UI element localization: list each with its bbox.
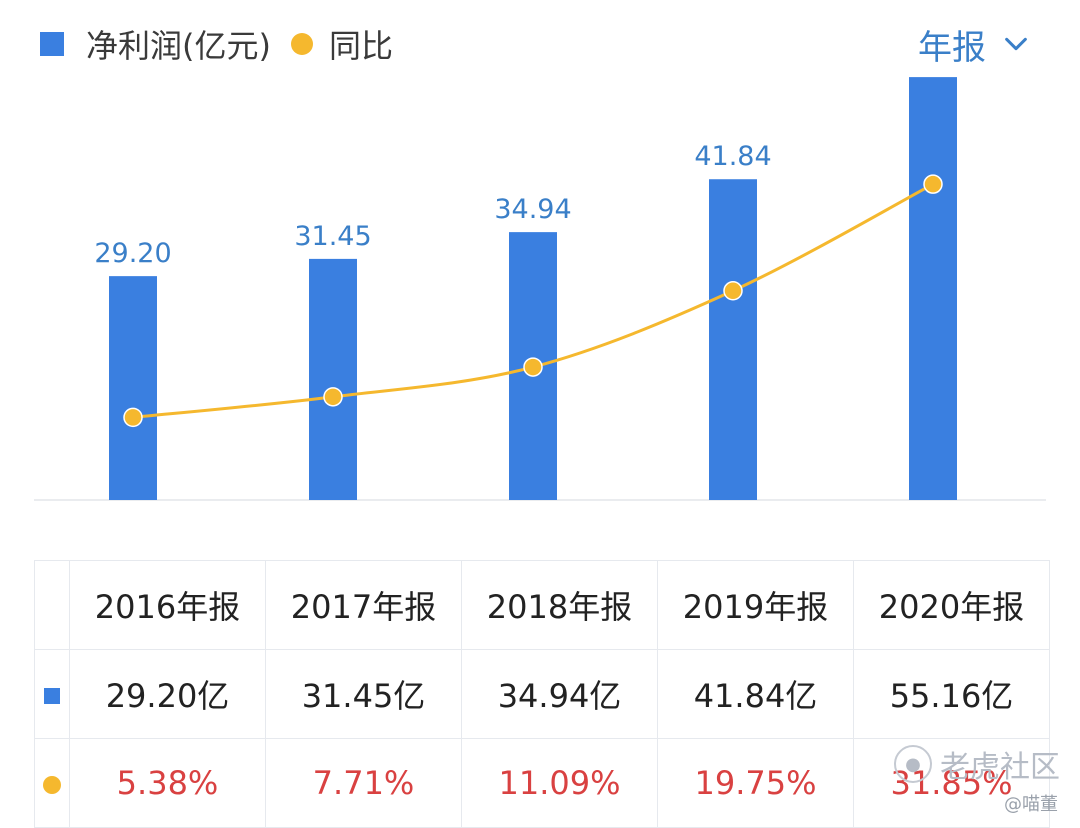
table-cell: 19.75%	[658, 739, 854, 828]
data-table: 2016年报 2017年报 2018年报 2019年报 2020年报 29.20…	[34, 560, 1050, 828]
line-marker-icon	[43, 776, 61, 794]
table-cell: 5.38%	[70, 739, 266, 828]
period-selector-label: 年报	[918, 20, 986, 69]
table-header-2018: 2018年报	[462, 561, 658, 650]
period-selector[interactable]: 年报	[918, 22, 1030, 66]
legend-line-label: 同比	[329, 21, 393, 67]
legend: 净利润(亿元) 同比	[40, 22, 393, 66]
table-cell: 11.09%	[462, 739, 658, 828]
yoy-point-2017年报	[324, 388, 342, 406]
table-header-2017: 2017年报	[266, 561, 462, 650]
watermark-brand: 老虎社区	[940, 742, 1060, 786]
bar-2020年报	[909, 77, 957, 500]
paw-logo-icon: ●	[894, 745, 932, 783]
table-cell: 7.71%	[266, 739, 462, 828]
table-cell: 41.84亿	[658, 650, 854, 739]
yoy-point-2019年报	[724, 282, 742, 300]
yoy-point-2018年报	[524, 358, 542, 376]
table-cell: 31.45亿	[266, 650, 462, 739]
yoy-point-2016年报	[124, 408, 142, 426]
yoy-point-2020年报	[924, 175, 942, 193]
bar-value-label: 34.94	[494, 194, 571, 225]
table-row-net-profit: 29.20亿 31.45亿 34.94亿 41.84亿 55.16亿	[35, 650, 1050, 739]
table-header-2020: 2020年报	[854, 561, 1050, 650]
table-header-2016: 2016年报	[70, 561, 266, 650]
bar-marker-icon	[44, 688, 60, 704]
chevron-down-icon	[1002, 30, 1030, 58]
legend-bar-swatch	[40, 32, 64, 56]
table-header-2019: 2019年报	[658, 561, 854, 650]
table-cell: 55.16亿	[854, 650, 1050, 739]
watermark-user: @喵董	[1004, 790, 1058, 816]
table-cell: 34.94亿	[462, 650, 658, 739]
watermark: ● 老虎社区	[894, 742, 1060, 786]
bar-2019年报	[709, 179, 757, 500]
bar-value-label: 41.84	[694, 141, 771, 172]
table-cell: 29.20亿	[70, 650, 266, 739]
bar-2016年报	[109, 276, 157, 500]
bar-value-label: 31.45	[294, 221, 371, 252]
table-row-marker-line	[35, 739, 70, 828]
table-row-marker-bar	[35, 650, 70, 739]
table-header-row: 2016年报 2017年报 2018年报 2019年报 2020年报	[35, 561, 1050, 650]
table-corner-cell	[35, 561, 70, 650]
bar-value-label: 29.20	[94, 238, 171, 269]
bar-2017年报	[309, 259, 357, 500]
legend-bar-label: 净利润(亿元)	[86, 21, 271, 67]
legend-line-swatch	[291, 33, 313, 55]
